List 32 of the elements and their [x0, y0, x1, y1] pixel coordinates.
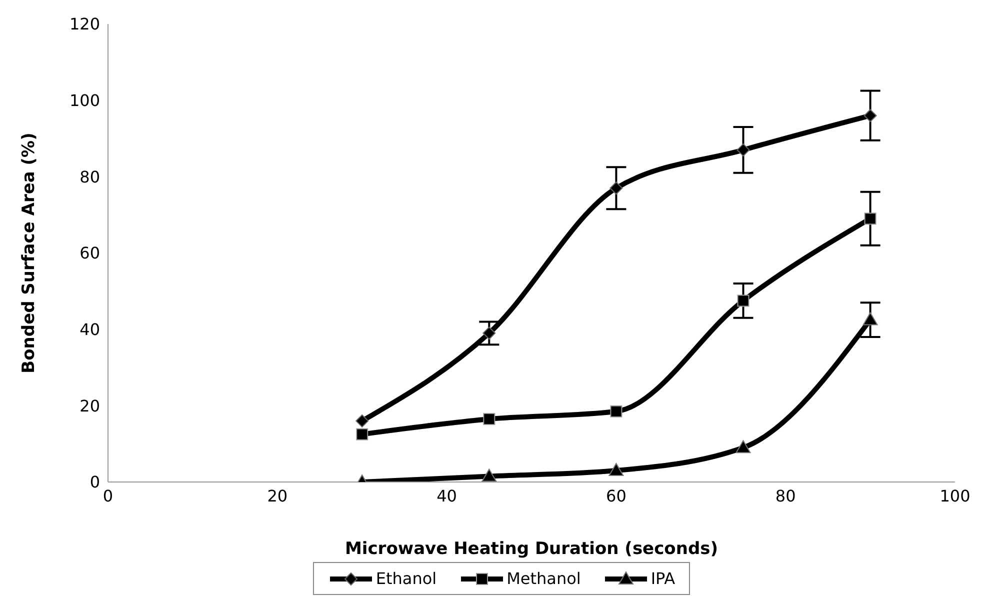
legend-label: Ethanol	[376, 569, 437, 588]
point	[356, 414, 369, 428]
point	[610, 182, 623, 195]
point	[482, 468, 497, 482]
point	[862, 312, 878, 326]
x-tick-label: 0	[102, 486, 114, 506]
x-tick-label: 40	[436, 486, 457, 506]
point	[356, 428, 368, 440]
y-tick-label: 120	[69, 14, 100, 34]
x-tick-label: 100	[940, 486, 970, 506]
y-axis-title: Bonded Surface Area (%)	[19, 132, 40, 374]
y-tick-label: 80	[80, 167, 100, 186]
legend-label: Methanol	[506, 569, 581, 588]
y-tick-label: 100	[69, 91, 100, 110]
point	[737, 294, 750, 307]
point	[736, 143, 750, 156]
x-tick-label: 80	[775, 486, 796, 506]
point	[483, 413, 496, 426]
x-axis-title: Microwave Heating Duration (seconds)	[344, 539, 718, 559]
x-tick-label: 20	[267, 486, 288, 506]
y-tick-label: 60	[80, 244, 100, 263]
point	[610, 405, 622, 418]
point	[864, 109, 877, 122]
point	[864, 212, 876, 225]
point	[608, 463, 624, 476]
legend-label: IPA	[650, 569, 676, 588]
y-tick-label: 20	[80, 396, 100, 416]
y-tick-label: 40	[80, 320, 100, 340]
x-tick-label: 60	[606, 486, 626, 506]
y-tick-label: 0	[90, 472, 100, 492]
point	[482, 326, 496, 340]
point	[736, 440, 751, 454]
